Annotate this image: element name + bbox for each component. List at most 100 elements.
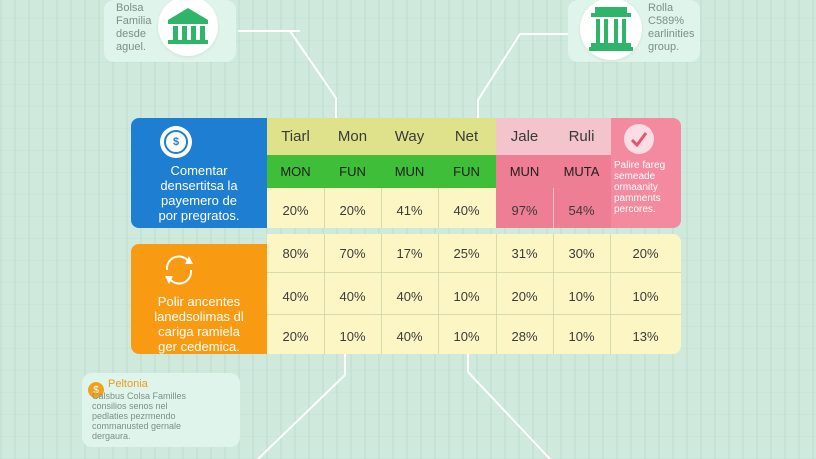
column-header: Way	[394, 128, 425, 145]
note-line: desde	[116, 28, 146, 40]
grid-line	[496, 234, 497, 354]
table-cell: 10%	[339, 328, 366, 344]
table-cell: 20%	[511, 288, 538, 304]
grid-line	[438, 234, 439, 354]
table-cell: 70%	[339, 245, 366, 261]
refresh-icon	[156, 250, 202, 290]
table-one-description: Comentar densertitsa la payemero de por …	[136, 163, 262, 223]
bank-icon-circle	[580, 0, 642, 60]
column-subheader: FUN	[453, 164, 480, 179]
grid-line	[267, 314, 681, 315]
table-cell: 40%	[339, 288, 366, 304]
bank-icon	[168, 8, 208, 44]
table-cell: 97%	[511, 203, 538, 218]
grid-line	[553, 234, 554, 354]
subheader-row	[267, 155, 496, 188]
table-one-left-panel	[131, 118, 267, 228]
side-line: Palire fareg	[614, 160, 666, 171]
description-line: densertitsa la	[160, 178, 238, 193]
column-header: Ruli	[568, 128, 595, 145]
description-line: payemero de	[161, 193, 237, 208]
table-cell: 10%	[568, 288, 595, 304]
side-line: pamments	[614, 193, 661, 204]
column-subheader: MUTA	[563, 164, 600, 179]
side-line: percores.	[614, 204, 656, 215]
table-cell: 13%	[632, 328, 659, 344]
description-line: cariga ramiela	[158, 324, 240, 339]
table-cell: 20%	[282, 203, 309, 218]
grid-line	[324, 234, 325, 354]
header-row	[267, 118, 496, 155]
bank-icon	[589, 7, 633, 51]
table-cell: 10%	[453, 288, 480, 304]
note-line: Familia	[116, 15, 152, 27]
grid-line	[610, 234, 611, 354]
note-line: dergaura.	[92, 431, 131, 441]
table-cell: 40%	[453, 203, 480, 218]
table-one-side-text: Palire fareg semeade ormaanity pamments …	[614, 160, 680, 215]
table-two	[131, 234, 681, 354]
table-cell: 20%	[632, 245, 659, 261]
table-cell: 54%	[568, 203, 595, 218]
description-line: Comentar	[170, 163, 228, 178]
column-subheader: FUN	[339, 164, 366, 179]
coin-icon: $	[88, 382, 104, 398]
description-line: Polir ancentes	[157, 294, 241, 309]
table-one	[131, 118, 681, 228]
side-line: semeade	[614, 171, 656, 182]
grid-line	[324, 188, 325, 228]
column-header: Tiarl	[281, 128, 310, 145]
grid-line	[267, 272, 681, 273]
column-subheader: MON	[280, 164, 311, 179]
description-line: por pregratos.	[158, 208, 240, 223]
table-cell: 31%	[511, 245, 538, 261]
grid-line	[438, 188, 439, 228]
note-line: Calsbus Colsa Familles	[92, 391, 187, 401]
side-line: ormaanity	[614, 182, 658, 193]
table-cell: 30%	[568, 245, 595, 261]
table-cell: 40%	[282, 288, 309, 304]
note-line: consilios senos nel	[92, 401, 168, 411]
table-cell: 40%	[396, 288, 423, 304]
note-line: C589%	[648, 15, 685, 27]
note-line: Bolsa	[116, 2, 144, 14]
subheader-row	[496, 155, 611, 188]
check-icon	[624, 124, 654, 154]
note-line: commanusted gernale	[92, 421, 182, 431]
note-line: group.	[648, 41, 680, 53]
table-cell: 80%	[282, 245, 309, 261]
note-line: aguel.	[116, 41, 146, 53]
column-subheader: MUN	[509, 164, 540, 179]
table-cell: 41%	[396, 203, 423, 218]
note-line: pedlaties pezrmendo	[92, 411, 176, 421]
table-two-description: Polir ancentes lanedsolimas dl cariga ra…	[136, 294, 262, 354]
note-line: Rolla	[648, 2, 674, 14]
note-title: Peltonia	[108, 378, 148, 390]
table-cell: 25%	[453, 245, 480, 261]
money-icon: $	[160, 126, 192, 158]
table-cell: 17%	[396, 245, 423, 261]
note-line: earlinities	[648, 28, 695, 40]
description-line: lanedsolimas dl	[154, 309, 244, 324]
table-cell: 10%	[568, 328, 595, 344]
table-two-body	[267, 234, 681, 354]
grid-line	[553, 188, 554, 228]
table-cell: 10%	[453, 328, 480, 344]
table-two-left-panel	[131, 244, 267, 354]
bank-icon-circle	[158, 0, 218, 56]
table-cell: 20%	[339, 203, 366, 218]
column-header: Jale	[510, 128, 539, 145]
header-row	[496, 118, 611, 155]
column-header: Net	[454, 128, 479, 145]
table-cell: 40%	[396, 328, 423, 344]
table-cell: 10%	[632, 288, 659, 304]
table-cell: 20%	[282, 328, 309, 344]
grid-line	[381, 188, 382, 228]
column-subheader: MUN	[394, 164, 425, 179]
description-line: ger cedemica.	[158, 339, 240, 354]
column-header: Mon	[337, 128, 368, 145]
bottom-left-note: $ Peltonia Calsbus Colsa Familles consil…	[82, 373, 240, 447]
grid-line	[381, 234, 382, 354]
table-cell: 28%	[511, 328, 538, 344]
